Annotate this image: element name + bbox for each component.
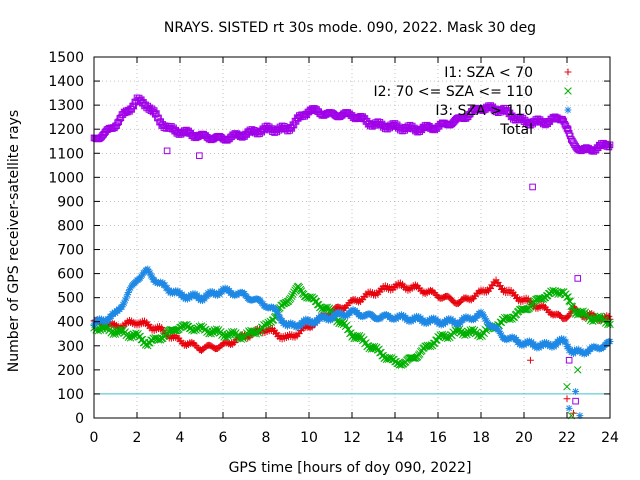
legend-label-3: I3: SZA > 110 xyxy=(435,103,533,119)
series-2-point xyxy=(297,287,306,295)
series-2-point xyxy=(342,321,351,330)
series-2-point xyxy=(186,324,195,333)
series-2-point xyxy=(289,290,297,299)
y-tick-label: 0 xyxy=(75,411,84,427)
y-tick-label: 1000 xyxy=(48,170,84,186)
series-4-point xyxy=(563,125,571,132)
series-4-point xyxy=(605,143,613,151)
series-1-point xyxy=(566,310,574,317)
series-4-point xyxy=(115,118,123,126)
series-2-point xyxy=(468,325,477,334)
x-tick-label: 0 xyxy=(90,430,99,446)
y-tick-label: 200 xyxy=(57,363,84,379)
x-tick-label: 16 xyxy=(429,430,447,446)
y-axis-title: Number of GPS receiver-satellite rays xyxy=(6,110,22,372)
y-tick-label: 1100 xyxy=(48,146,84,162)
legend-label-1: I1: SZA < 70 xyxy=(444,65,533,81)
legend-symbol-3 xyxy=(564,106,572,114)
outlier-point xyxy=(572,388,579,395)
series-3-point xyxy=(481,315,489,323)
series-2-point xyxy=(452,327,461,336)
series-2-point xyxy=(117,325,125,334)
series-2-point xyxy=(288,292,296,301)
legend-label-4: Total xyxy=(499,122,533,138)
outliers xyxy=(163,147,584,420)
x-tick-label: 2 xyxy=(133,430,142,446)
outlier-point xyxy=(563,395,571,403)
series-1-point xyxy=(605,312,613,320)
x-tick-label: 20 xyxy=(515,430,533,446)
series-2-point xyxy=(565,297,573,305)
chart-title: NRAYS. SISTED rt 30s mode. 090, 2022. Ma… xyxy=(164,20,536,36)
y-tick-label: 1400 xyxy=(48,74,84,90)
series-2-point xyxy=(563,293,571,301)
legend-symbol-1 xyxy=(564,68,572,76)
series-4-point xyxy=(153,110,160,117)
legend: I1: SZA < 70 I2: 70 <= SZA <= 110 I3: SZA … xyxy=(373,65,572,138)
series-2-point xyxy=(605,318,613,327)
y-tick-label: 900 xyxy=(57,194,84,210)
series-2-point xyxy=(286,294,295,303)
legend-symbol-4 xyxy=(564,125,572,133)
outlier-point xyxy=(573,366,582,374)
ticks: 0 2 4 6 8 10 12 14 16 18 20 22 240100200300400500600… xyxy=(48,50,619,446)
series-2-point xyxy=(454,327,463,335)
series-4 xyxy=(90,94,614,155)
series-3-point xyxy=(495,327,503,335)
outlier-point xyxy=(563,382,571,391)
x-tick-label: 12 xyxy=(343,430,361,446)
y-tick-label: 500 xyxy=(57,291,84,307)
x-tick-label: 14 xyxy=(386,430,404,446)
x-tick-label: 24 xyxy=(601,430,619,446)
series-4-point xyxy=(290,121,298,129)
x-tick-label: 6 xyxy=(219,430,228,446)
y-tick-label: 1500 xyxy=(48,50,84,66)
legend-label-2: I2: 70 <= SZA <= 110 xyxy=(373,84,533,100)
outlier-point xyxy=(196,152,203,159)
x-axis-title: GPS time [hours of doy 090, 2022] xyxy=(229,460,472,476)
outlier-point xyxy=(574,275,582,282)
series-4-point xyxy=(566,132,574,140)
series-4-point xyxy=(559,116,567,123)
series-2-point xyxy=(295,283,304,292)
series-4-point xyxy=(155,114,162,122)
y-tick-label: 400 xyxy=(57,315,84,331)
series-1-point xyxy=(565,311,573,319)
outlier-point xyxy=(565,404,573,412)
series-2-point xyxy=(579,307,587,315)
y-tick-label: 600 xyxy=(57,267,84,283)
y-tick-label: 300 xyxy=(57,339,84,355)
series-layer xyxy=(90,94,614,420)
series-2 xyxy=(90,282,614,369)
outlier-point xyxy=(527,356,534,364)
series-3 xyxy=(90,265,614,358)
outlier-point xyxy=(163,147,171,155)
legend-symbol-2 xyxy=(564,87,572,95)
outlier-point xyxy=(572,397,579,405)
series-4-point xyxy=(128,106,135,113)
series-2-point xyxy=(566,297,574,306)
y-tick-label: 800 xyxy=(57,218,84,234)
x-tick-label: 22 xyxy=(558,430,576,446)
y-tick-label: 700 xyxy=(57,243,84,259)
series-2-point xyxy=(345,325,353,333)
series-2-point xyxy=(197,322,206,330)
series-2-point xyxy=(415,350,424,358)
series-4-point xyxy=(288,125,296,132)
series-4-point xyxy=(130,102,138,110)
x-tick-label: 4 xyxy=(176,430,185,446)
series-2-point xyxy=(476,333,484,341)
x-tick-label: 10 xyxy=(300,430,318,446)
outlier-point xyxy=(529,183,536,191)
x-tick-label: 18 xyxy=(472,430,490,446)
outlier-point xyxy=(565,356,573,364)
y-tick-label: 100 xyxy=(57,387,84,403)
y-tick-label: 1300 xyxy=(48,98,84,114)
x-tick-label: 8 xyxy=(262,430,271,446)
series-2-point xyxy=(252,330,261,338)
y-tick-label: 1200 xyxy=(48,122,84,138)
